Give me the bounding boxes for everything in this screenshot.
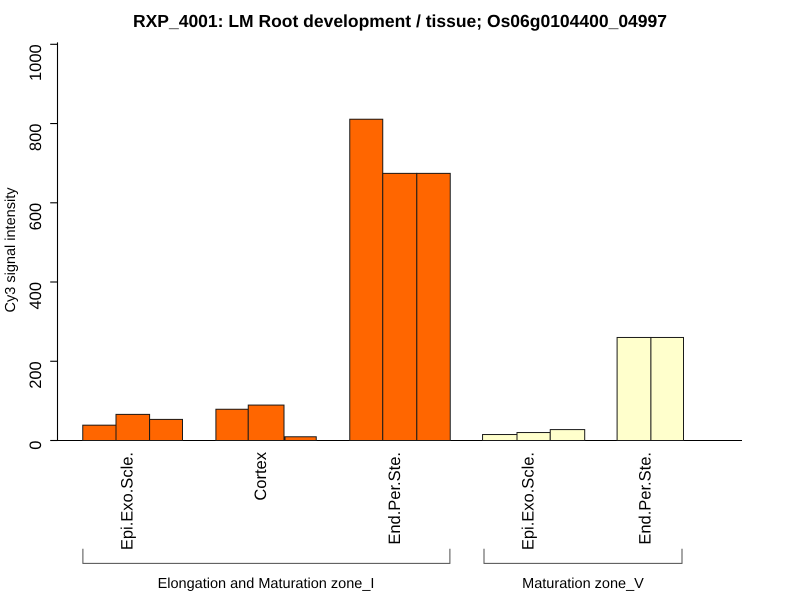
svg-text:Elongation and Maturation zone: Elongation and Maturation zone_I <box>158 576 375 592</box>
svg-text:800: 800 <box>27 124 45 152</box>
svg-text:600: 600 <box>27 203 45 231</box>
svg-text:RXP_4001: LM Root development: RXP_4001: LM Root development / tissue; … <box>133 11 667 31</box>
svg-text:End.Per.Ste.: End.Per.Ste. <box>636 452 654 545</box>
svg-text:200: 200 <box>27 361 45 389</box>
svg-text:400: 400 <box>27 282 45 310</box>
svg-text:Maturation zone_V: Maturation zone_V <box>522 576 644 592</box>
svg-text:Cy3 signal intensity: Cy3 signal intensity <box>3 187 19 313</box>
svg-text:Epi.Exo.Scle.: Epi.Exo.Scle. <box>119 452 137 550</box>
svg-text:End.Per.Ste.: End.Per.Ste. <box>386 452 404 545</box>
svg-text:Cortex: Cortex <box>252 451 270 500</box>
svg-text:0: 0 <box>27 441 45 450</box>
svg-text:1000: 1000 <box>27 44 45 81</box>
svg-text:Epi.Exo.Scle.: Epi.Exo.Scle. <box>520 452 538 550</box>
